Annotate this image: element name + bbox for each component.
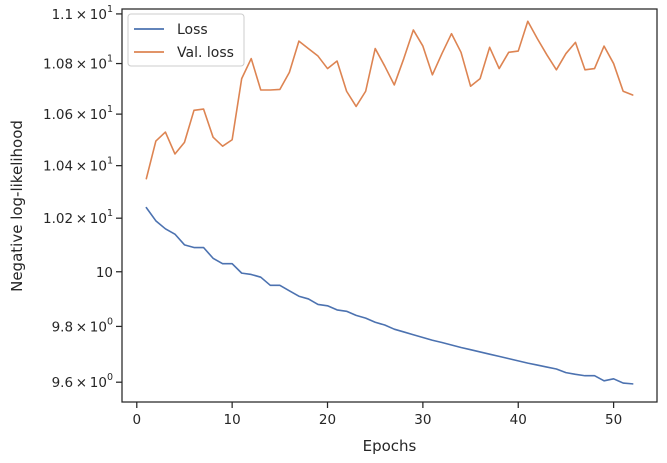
series-layer <box>145 20 634 385</box>
x-tick-label: 30 <box>414 412 431 428</box>
y-tick-label: 9.6 × 100 <box>52 372 113 391</box>
series-line-0 <box>145 206 634 385</box>
legend: Loss Val. loss <box>127 13 245 67</box>
x-axis-ticks: 0 10 20 30 40 50 <box>132 402 622 428</box>
x-tick-label: 20 <box>319 412 336 428</box>
legend-box <box>127 13 245 67</box>
x-tick-label: 40 <box>510 412 527 428</box>
plot-frame <box>121 8 658 403</box>
y-tick-label: 10 <box>96 265 113 281</box>
y-axis-label: Negative log-likelihood <box>8 120 26 292</box>
x-tick-label: 50 <box>605 412 622 428</box>
legend-label-1: Val. loss <box>177 45 234 61</box>
plot-area <box>122 9 657 402</box>
y-tick-label: 1.1 × 101 <box>52 4 113 23</box>
y-tick-label: 1.04 × 101 <box>43 156 113 175</box>
y-tick-label: 1.06 × 101 <box>43 104 113 123</box>
series-line-1 <box>145 20 634 180</box>
legend-label-0: Loss <box>177 22 208 38</box>
y-tick-label: 1.08 × 101 <box>43 54 113 73</box>
y-tick-label: 9.8 × 100 <box>52 316 113 335</box>
x-axis-label: Epochs <box>363 437 417 455</box>
x-tick-label: 0 <box>132 412 141 428</box>
y-axis-ticks: 9.6 × 100 9.8 × 100 10 1.02 × 101 1.04 × 101… <box>43 4 122 391</box>
y-tick-label: 1.02 × 101 <box>43 208 113 227</box>
x-tick-label: 10 <box>224 412 241 428</box>
